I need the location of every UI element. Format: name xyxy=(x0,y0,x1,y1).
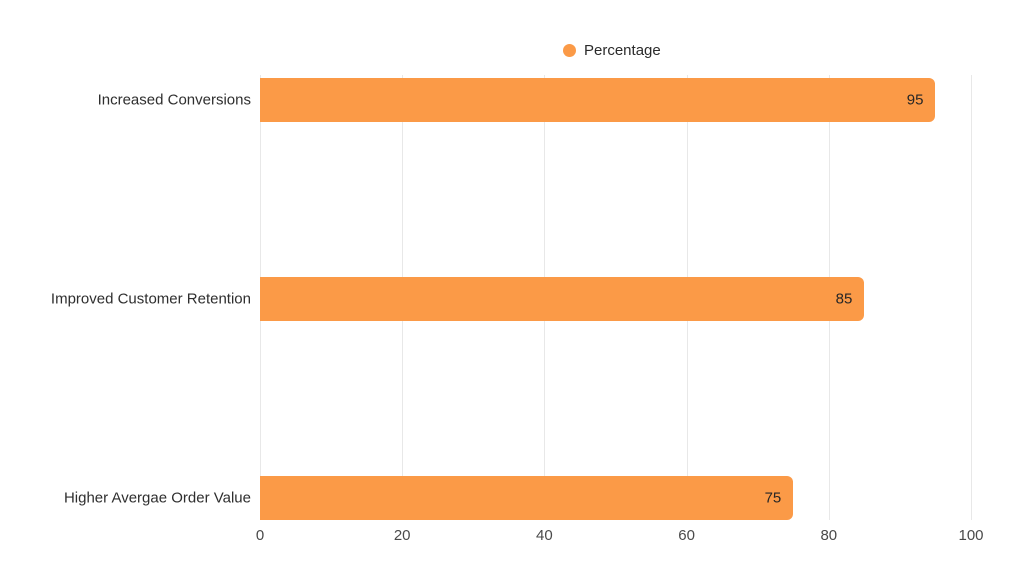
category-label: Increased Conversions xyxy=(97,91,251,109)
bar-value-label: 75 xyxy=(764,489,782,507)
legend-marker-icon xyxy=(563,44,576,57)
category-label: Higher Avergae Order Value xyxy=(63,489,251,507)
chart-legend[interactable]: Percentage xyxy=(563,42,661,59)
bar-value-label: 95 xyxy=(906,91,924,109)
x-axis: 0 20 40 60 80 100 xyxy=(256,527,984,547)
bar-value-label: 85 xyxy=(835,290,853,308)
bar-row: Higher Avergae Order Value 75 xyxy=(64,476,971,520)
bar: 95 xyxy=(260,78,936,122)
x-tick-label: 40 xyxy=(536,527,553,544)
bar-row: Increased Conversions 95 xyxy=(98,78,971,122)
bar: 85 xyxy=(260,277,865,321)
x-tick-label: 0 xyxy=(255,527,265,544)
x-tick-label: 100 xyxy=(958,527,984,544)
bar-row: Improved Customer Retention 85 xyxy=(51,277,971,321)
gridline xyxy=(971,75,972,520)
legend-label: Percentage xyxy=(584,42,661,59)
bar: 75 xyxy=(260,476,794,520)
plot-area: Increased Conversions 95 Improved Customer… xyxy=(51,75,972,520)
x-tick-label: 60 xyxy=(678,527,695,544)
x-tick-label: 20 xyxy=(393,527,411,544)
category-label: Improved Customer Retention xyxy=(50,290,251,308)
x-tick-label: 80 xyxy=(820,527,838,544)
